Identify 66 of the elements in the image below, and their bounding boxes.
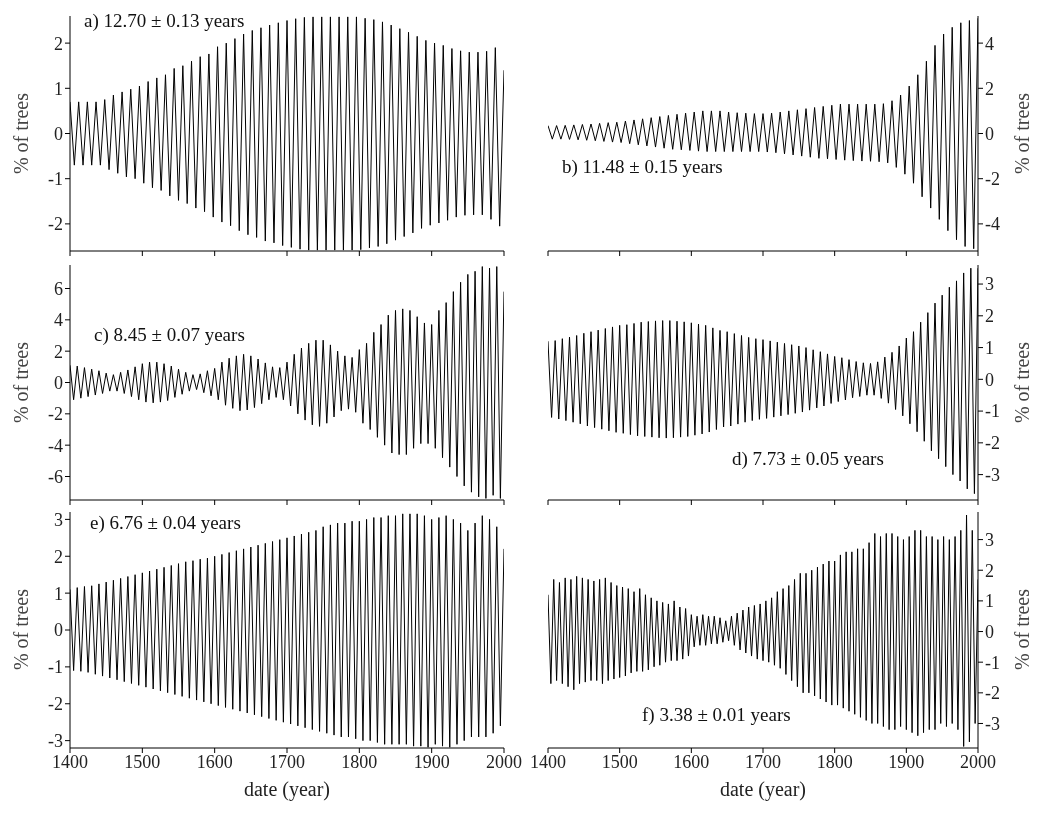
y-tick-label: 1: [54, 78, 63, 99]
y-axis-title: % of trees: [1011, 589, 1034, 671]
y-tick-label: 2: [54, 546, 63, 567]
y-tick-label: 1: [985, 591, 994, 612]
y-tick-label: -2: [985, 433, 1000, 454]
y-tick-label: 0: [54, 620, 63, 641]
x-tick-label: 1900: [413, 751, 450, 772]
y-axis-title: % of trees: [1011, 92, 1034, 175]
annotation: f) 3.38 ± 0.01 years: [642, 704, 791, 726]
y-tick-label: 0: [985, 369, 994, 390]
y-tick-label: -4: [985, 214, 1000, 235]
y-tick-label: 2: [54, 341, 63, 362]
annotation: c) 8.45 ± 0.07 years: [94, 324, 245, 346]
x-tick-label: 1900: [888, 751, 925, 772]
annotation: e) 6.76 ± 0.04 years: [90, 512, 241, 534]
y-tick-label: 4: [54, 310, 63, 331]
y-tick-label: -1: [48, 657, 63, 678]
y-tick-label: 2: [985, 78, 994, 99]
y-tick-label: -3: [985, 464, 1000, 485]
y-tick-label: -2: [48, 214, 63, 235]
y-tick-label: -2: [985, 169, 1000, 190]
y-axis-title: % of trees: [1011, 341, 1034, 424]
y-tick-label: 3: [985, 274, 994, 295]
y-tick-label: 3: [985, 529, 994, 550]
x-tick-label: 1400: [530, 751, 566, 772]
annotation: d) 7.73 ± 0.05 years: [732, 448, 884, 470]
y-tick-label: 2: [985, 306, 994, 327]
x-axis-title: date (year): [243, 778, 331, 801]
annotation: b) 11.48 ± 0.15 years: [562, 156, 723, 178]
y-tick-label: 0: [985, 123, 994, 144]
y-tick-label: -1: [985, 401, 1000, 422]
x-axis-title: date (year): [719, 778, 807, 801]
y-axis-title: % of trees: [10, 341, 33, 424]
y-axis-title: % of trees: [10, 92, 33, 175]
x-tick-label: 1600: [196, 751, 233, 772]
x-tick-label: 2000: [486, 751, 522, 772]
y-tick-label: 1: [985, 337, 994, 358]
y-tick-label: 1: [54, 583, 63, 604]
y-tick-label: 4: [985, 33, 994, 54]
y-tick-label: 2: [985, 560, 994, 581]
x-tick-label: 1700: [269, 751, 305, 772]
x-tick-label: 1800: [341, 751, 378, 772]
x-tick-label: 1700: [745, 751, 781, 772]
y-axis-title: % of trees: [10, 589, 33, 671]
y-tick-label: 3: [54, 509, 63, 530]
y-tick-label: -2: [48, 404, 63, 425]
y-tick-label: 0: [985, 621, 994, 642]
y-tick-label: -2: [48, 694, 63, 715]
y-tick-label: -3: [48, 731, 63, 752]
x-tick-label: 1500: [124, 751, 161, 772]
y-tick-label: 6: [54, 278, 63, 299]
y-tick-label: -4: [48, 435, 63, 456]
y-tick-label: -6: [48, 466, 63, 487]
x-tick-label: 1600: [673, 751, 710, 772]
x-tick-label: 1500: [601, 751, 638, 772]
y-tick-label: -2: [985, 683, 1000, 704]
y-tick-label: -1: [985, 652, 1000, 673]
y-tick-label: 2: [54, 33, 63, 54]
annotation: a) 12.70 ± 0.13 years: [84, 10, 245, 32]
y-tick-label: 0: [54, 372, 63, 393]
x-tick-label: 2000: [960, 751, 996, 772]
x-tick-label: 1800: [816, 751, 853, 772]
y-tick-label: 0: [54, 123, 63, 144]
x-tick-label: 1400: [52, 751, 88, 772]
y-tick-label: -3: [985, 713, 1000, 734]
y-tick-label: -1: [48, 169, 63, 190]
